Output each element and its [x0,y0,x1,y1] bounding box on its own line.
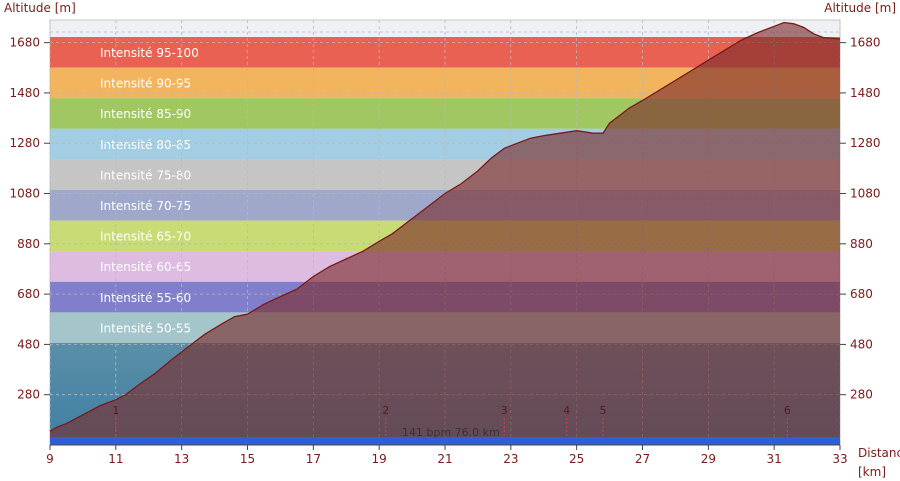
y-tick-label-left: 880 [17,237,40,251]
altitude-profile [49,21,841,445]
y-tick-label-right: 1080 [850,187,881,201]
x-tick-label: 13 [174,452,189,466]
intensity-band-label: Intensité 60-65 [100,260,191,274]
y-tick-label-right: 1480 [850,86,881,100]
y-tick-label-right: 680 [850,287,873,301]
x-tick-label: 15 [240,452,255,466]
intensity-band-label: Intensité 95-100 [100,46,199,60]
intensity-band-label: Intensité 70-75 [100,199,191,213]
x-tick-label: 29 [701,452,716,466]
x-tick-label: 33 [832,452,847,466]
baseline-strip [50,437,840,445]
y-tick-label-right: 280 [850,388,873,402]
lap-marker-label: 5 [600,404,607,417]
y-axis-title-left: Altitude [m] [4,1,76,15]
lap-marker-label: 1 [112,404,119,417]
x-tick-label: 17 [306,452,321,466]
x-tick-label: 19 [372,452,387,466]
y-tick-label-left: 1680 [9,36,40,50]
lap-marker-label: 4 [563,404,570,417]
x-tick-label: 31 [767,452,782,466]
lap-marker-label: 6 [784,404,791,417]
profile-line [49,21,841,432]
intensity-band-label: Intensité 85-90 [100,107,191,121]
y-tick-label-left: 1280 [9,136,40,150]
intensity-band-label: Intensité 90-95 [100,77,191,91]
y-tick-label-right: 480 [850,337,873,351]
y-tick-label-left: 280 [17,388,40,402]
y-tick-label-right: 880 [850,237,873,251]
y-tick-label-right: 1680 [850,36,881,50]
intensity-band-label: Intensité 80-85 [100,138,191,152]
lap-marker-label: 2 [382,404,389,417]
x-axis-unit: [km] [858,465,886,479]
x-tick-label: 21 [437,452,452,466]
stats-annotation: 141 bpm 76.0 km [402,426,500,439]
intensity-band-label: Intensité 65-70 [100,230,191,244]
profile-area [50,22,840,437]
x-tick-label: 11 [108,452,123,466]
lap-markers: 1 2 3 4 5 6 [112,404,791,437]
x-tick-label: 23 [503,452,518,466]
intensity-band-label: Intensité 55-60 [100,291,191,305]
x-axis-title: Distance [858,446,900,460]
x-tick-label: 25 [569,452,584,466]
intensity-band-label: Intensité 50-55 [100,321,191,335]
y-tick-label-right: 1280 [850,136,881,150]
x-tick-label: 27 [635,452,650,466]
y-tick-label-left: 680 [17,287,40,301]
lap-marker-label: 3 [501,404,508,417]
intensity-band-label: Intensité 75-80 [100,168,191,182]
y-tick-label-left: 480 [17,337,40,351]
y-axis-title-right: Altitude [m] [824,1,896,15]
y-tick-label-left: 1480 [9,86,40,100]
x-tick-label: 9 [46,452,54,466]
y-tick-label-left: 1080 [9,187,40,201]
